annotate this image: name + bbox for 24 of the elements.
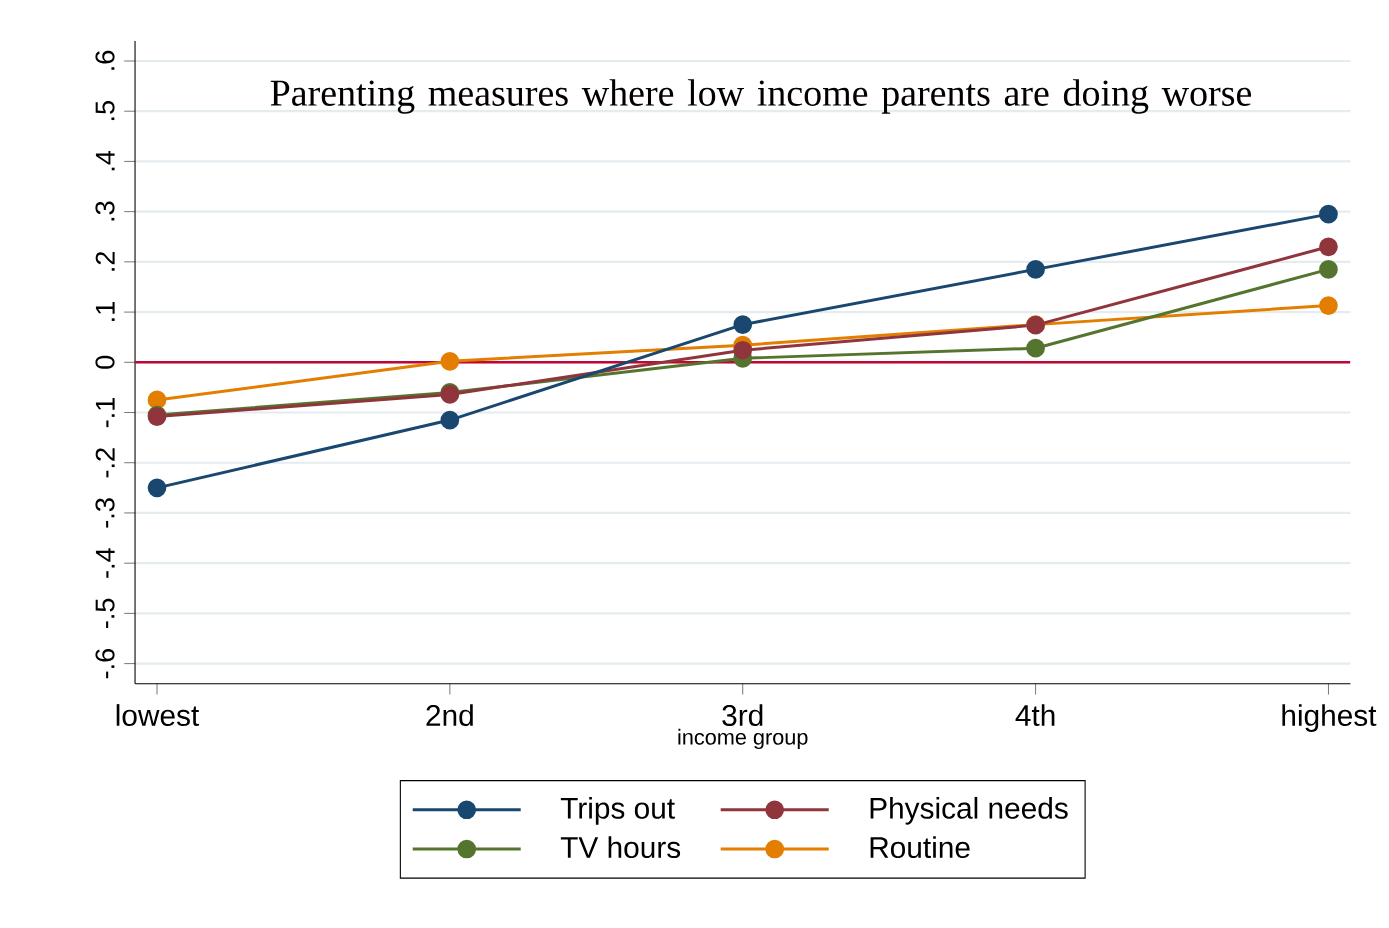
y-tick-label: .2: [95, 251, 115, 271]
y-tick-label: -.2: [95, 448, 115, 478]
y-tick-label: -.3: [95, 498, 115, 528]
x-tick-label: 2nd: [426, 703, 473, 726]
legend-label: Routine: [870, 836, 970, 858]
y-tick-label: .4: [95, 150, 115, 171]
y-tick-label: -.6: [95, 648, 115, 679]
y-tick-label: -.1: [95, 397, 115, 427]
x-tick-label: highest: [1282, 703, 1377, 732]
legend-label: Trips out: [560, 796, 675, 825]
legend-label: TV hours: [560, 836, 681, 858]
x-tick-label: lowest: [116, 703, 200, 726]
y-tick-label: -.4: [95, 547, 115, 578]
y-tick-label: .3: [95, 201, 115, 221]
text: Parenting measures where low income parents are doing worse: [270, 79, 1252, 114]
y-tick-label: .1: [95, 301, 115, 321]
y-tick-label: 0: [95, 355, 115, 369]
y-tick-label: -.5: [95, 598, 115, 628]
x-tick-label: 4th: [1015, 703, 1055, 726]
x-tick-label: 3rd: [722, 703, 763, 726]
y-tick-label: .5: [95, 100, 115, 120]
y-tick-label: .6: [95, 50, 115, 70]
legend-label: Physical needs: [870, 796, 1068, 825]
x-axis-title: income group: [678, 728, 808, 749]
